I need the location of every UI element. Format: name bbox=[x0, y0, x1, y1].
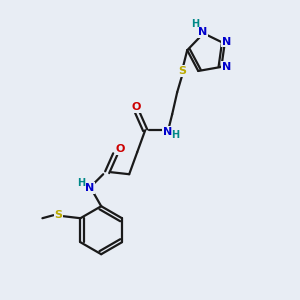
Text: S: S bbox=[54, 210, 62, 220]
Text: O: O bbox=[131, 102, 141, 112]
Text: N: N bbox=[85, 183, 94, 193]
Text: N: N bbox=[222, 62, 231, 72]
Text: O: O bbox=[116, 144, 125, 154]
Text: H: H bbox=[171, 130, 179, 140]
Text: H: H bbox=[77, 178, 85, 188]
Text: H: H bbox=[191, 19, 200, 29]
Text: S: S bbox=[178, 66, 186, 76]
Text: N: N bbox=[198, 27, 207, 37]
Text: N: N bbox=[222, 37, 231, 46]
Text: N: N bbox=[163, 127, 172, 137]
